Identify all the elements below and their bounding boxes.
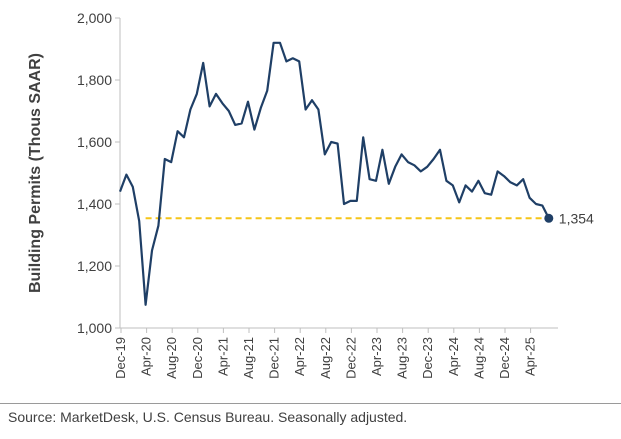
y-axis-label: Building Permits (Thous SAAR) xyxy=(27,53,44,293)
x-tick-label: Aug-21 xyxy=(241,337,256,379)
x-tick-label: Dec-19 xyxy=(113,337,128,379)
y-tick-label: 1,200 xyxy=(77,258,112,274)
x-axis-ticks: Dec-19 Apr-20 Aug-20 Dec-20 Apr-21 Aug-21 Dec-… xyxy=(113,328,538,379)
source-note: Source: MarketDesk, U.S. Census Bureau. … xyxy=(8,409,408,425)
x-tick-label: Apr-20 xyxy=(139,337,154,376)
end-point-label: 1,354 xyxy=(559,210,594,226)
series-line-building-permits xyxy=(118,41,550,306)
x-tick-label: Aug-20 xyxy=(164,337,179,379)
x-tick-label: Apr-22 xyxy=(292,337,307,376)
plot-area: 1,354 xyxy=(118,41,594,306)
x-tick-label: Dec-24 xyxy=(497,337,512,379)
x-tick-label: Apr-25 xyxy=(523,337,538,376)
y-tick-label: 2,000 xyxy=(77,10,112,26)
x-tick-label: Apr-23 xyxy=(369,337,384,376)
end-point-marker xyxy=(544,213,554,223)
x-tick-label: Apr-24 xyxy=(446,337,461,376)
y-tick-label: 1,400 xyxy=(77,196,112,212)
x-tick-label: Dec-22 xyxy=(343,337,358,379)
x-tick-label: Aug-23 xyxy=(395,337,410,379)
x-tick-label: Aug-24 xyxy=(471,337,486,379)
y-axis-ticks: 1,000 1,200 1,400 1,600 1,800 2,000 xyxy=(77,10,120,336)
x-tick-label: Dec-20 xyxy=(190,337,205,379)
footer-divider xyxy=(0,403,621,404)
x-tick-label: Aug-22 xyxy=(318,337,333,379)
y-tick-label: 1,600 xyxy=(77,134,112,150)
y-tick-label: 1,000 xyxy=(77,320,112,336)
x-tick-label: Dec-23 xyxy=(420,337,435,379)
y-tick-label: 1,800 xyxy=(77,72,112,88)
x-tick-label: Apr-21 xyxy=(215,337,230,376)
chart: 1,000 1,200 1,400 1,600 1,800 2,000 Dec-19 Apr… xyxy=(27,10,594,379)
x-tick-label: Dec-21 xyxy=(267,337,282,379)
